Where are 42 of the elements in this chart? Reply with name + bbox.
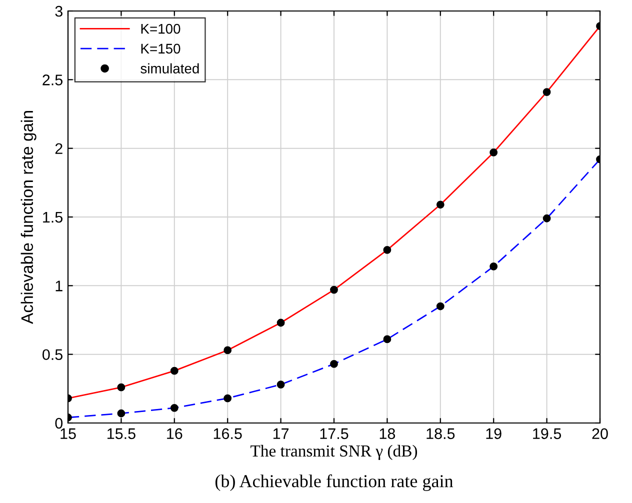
point (490, 262, 498, 270)
x-tick-label: 16 (167, 428, 182, 440)
legend-label: simulated (140, 63, 199, 74)
point (436, 200, 444, 209)
text: (b) Achievable function rate gain (215, 474, 454, 491)
point (224, 394, 232, 402)
x-tick-label: 17 (273, 428, 289, 439)
point (330, 286, 338, 294)
point (117, 383, 126, 392)
x-tick-label: 19 (486, 428, 502, 440)
point (383, 246, 392, 254)
x-tick-label: 18 (380, 428, 396, 440)
x-tick-label: 17.5 (320, 428, 348, 440)
x-tick-label: 15.5 (108, 428, 136, 440)
x-axis-title: The transmit SNR γ (dB) (250, 444, 418, 460)
y-tick-label: 3 (55, 6, 62, 17)
x-tick-label: 19.5 (533, 428, 562, 440)
point (436, 302, 444, 310)
point (490, 148, 498, 156)
point (117, 409, 126, 418)
point (542, 88, 551, 96)
point (542, 214, 551, 222)
y-tick-label: 1.5 (43, 212, 62, 223)
x-tick-label: 16.5 (214, 428, 242, 440)
x-tick-label: 15 (60, 428, 76, 440)
y-tick-label: 0 (55, 418, 63, 429)
point (276, 318, 285, 327)
legend-label: K=150 (141, 44, 180, 54)
x-tick-label: 18.5 (426, 428, 455, 440)
y-tick-label: 2 (55, 143, 62, 154)
legend-label: K=100 (141, 24, 180, 34)
point (170, 404, 178, 412)
x-tick-label: 20 (592, 428, 608, 440)
point (170, 366, 178, 375)
point (224, 346, 232, 354)
y-tick-label: 1 (56, 280, 62, 292)
point (383, 335, 392, 344)
y-tick-label: 2.5 (42, 74, 62, 86)
point (330, 360, 338, 368)
y-tick-label: 0.5 (42, 349, 62, 360)
point (276, 380, 285, 388)
y-axis-title: Achievable function rate gain (20, 111, 36, 324)
